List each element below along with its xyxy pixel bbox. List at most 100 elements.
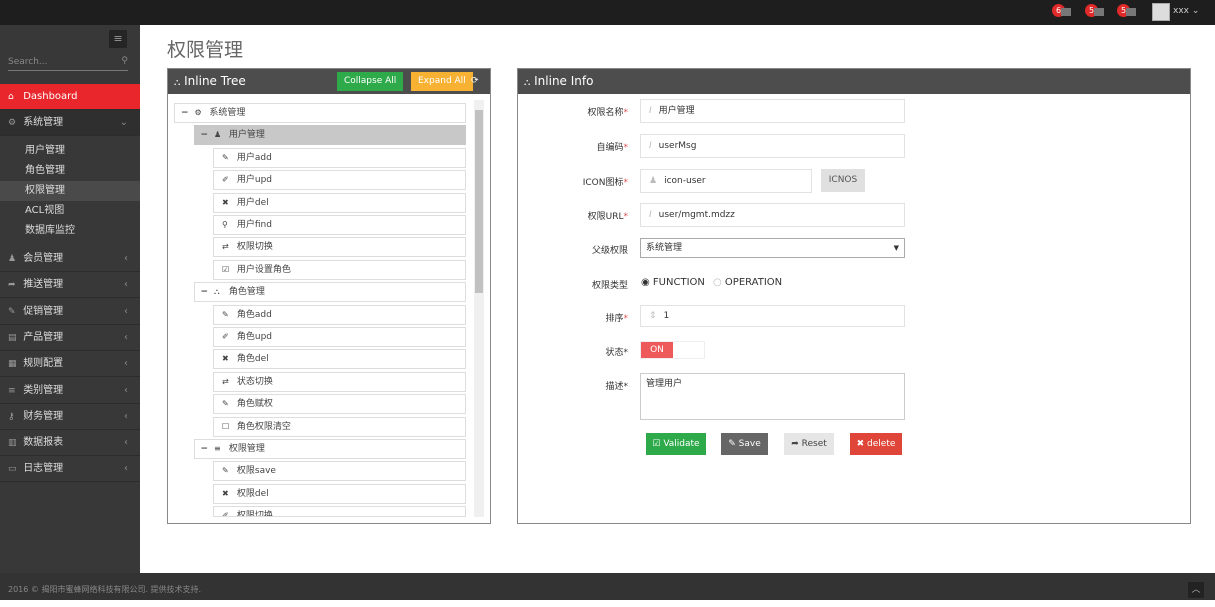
delete-button[interactable]: ✖ delete — [850, 433, 902, 455]
tree-node[interactable]: − ♟ 用户管理 — [193, 125, 466, 146]
tree-node[interactable]: − ≡ 权限管理 — [193, 439, 466, 459]
name-input[interactable]: I 用户管理 — [640, 99, 905, 123]
text-cursor-icon: I — [649, 141, 652, 151]
tree-node[interactable]: ⚲ 用户find — [213, 215, 466, 235]
icon-input[interactable]: ♟ icon-user — [640, 169, 812, 193]
sitemap-icon: ⛬ — [174, 78, 181, 88]
tree-node[interactable]: ✎ 角色add — [213, 304, 466, 325]
bars-icon: ≡ — [8, 385, 16, 396]
tree-node[interactable]: − ⛬ 角色管理 — [193, 282, 466, 303]
search-icon: ⚲ — [121, 56, 128, 66]
icons-button[interactable]: ICNOS — [821, 169, 865, 192]
bar-chart-icon: ▥ — [8, 438, 17, 449]
tree-node[interactable]: ✎ 用户add — [213, 147, 466, 168]
check-square-icon: ☑ — [222, 264, 230, 274]
square-icon: ☐ — [222, 421, 230, 431]
chevron-left-icon: ‹ — [124, 331, 128, 343]
edit-icon: ✐ — [222, 175, 229, 185]
notification-bell[interactable]: 6 — [1052, 4, 1074, 18]
tree-node[interactable]: ✐ 权限切换 — [213, 506, 466, 517]
collapse-toggle-icon[interactable]: − — [200, 444, 209, 454]
parent-select[interactable]: 系统管理 ▼ — [640, 238, 905, 258]
collapse-toggle-icon[interactable]: − — [200, 130, 209, 141]
sidebar-item[interactable]: ⚷ 财务管理 ‹ — [0, 404, 140, 430]
notification-messages[interactable]: 5 — [1085, 4, 1107, 18]
tree-node[interactable]: ✖ 权限del — [213, 483, 466, 504]
times-icon: ✖ — [222, 197, 229, 207]
sidebar-group-system[interactable]: ⚙ 系统管理 ⌄ — [0, 110, 140, 136]
radio-operation[interactable]: ○ OPERATION — [713, 277, 783, 288]
tree-node[interactable]: ✎ 权限save — [213, 461, 466, 482]
tree-node[interactable]: ✎ 角色赋权 — [213, 394, 466, 415]
validate-button[interactable]: ☑ Validate — [646, 433, 706, 455]
pencil-icon: ✎ — [222, 466, 229, 476]
chevron-left-icon: ‹ — [124, 253, 128, 264]
chevron-left-icon: ‹ — [124, 437, 128, 449]
sidebar-item[interactable]: ▥ 数据报表 ‹ — [0, 430, 140, 457]
sidebar-subitem[interactable]: ACL视图 — [25, 205, 65, 216]
radio-unchecked-icon: ○ — [713, 277, 722, 288]
bars-icon: ≡ — [214, 444, 221, 453]
tree-scrollbar[interactable] — [474, 100, 484, 517]
sitemap-icon: ⛬ — [524, 78, 531, 88]
pencil-icon: ✎ — [222, 399, 229, 409]
notification-tasks[interactable]: 5 — [1117, 4, 1139, 18]
tree-node[interactable]: ✐ 用户upd — [213, 170, 466, 191]
sidebar-toggle-button[interactable]: ≡ — [109, 30, 127, 48]
sidebar-subitem[interactable]: 用户管理 — [25, 145, 65, 156]
refresh-icon[interactable]: ⟳ — [471, 76, 479, 86]
sidebar-item[interactable]: ▦ 规则配置 ‹ — [0, 351, 140, 378]
tree-scrollbar-thumb[interactable] — [475, 110, 483, 293]
sidebar-item-dashboard[interactable]: ⌂ Dashboard — [0, 84, 140, 110]
sidebar-subitem[interactable]: 角色管理 — [25, 165, 65, 176]
tree-node[interactable]: ☑ 用户设置角色 — [213, 259, 466, 280]
user-menu[interactable]: xxx ⌄ — [1173, 6, 1200, 16]
desc-label: 描述* — [605, 382, 628, 392]
avatar[interactable] — [1152, 3, 1170, 21]
scroll-top-button[interactable]: ︿ — [1188, 582, 1204, 598]
credit-card-icon: ▭ — [8, 464, 17, 475]
radio-checked-icon: ◉ — [641, 277, 650, 288]
times-icon: ✖ — [222, 354, 229, 364]
pencil-icon: ✎ — [222, 309, 229, 319]
collapse-toggle-icon[interactable]: − — [200, 287, 209, 298]
radio-function[interactable]: ◉ FUNCTION — [641, 277, 705, 288]
sidebar-subitem[interactable]: 权限管理 — [0, 181, 140, 201]
chevron-left-icon: ‹ — [124, 463, 128, 475]
sidebar-item[interactable]: ♟ 会员管理 ‹ — [0, 246, 140, 272]
tree-node[interactable]: ✖ 角色del — [213, 349, 466, 370]
order-stepper[interactable]: ⇕ 1 — [640, 305, 905, 327]
sidebar-item[interactable]: ➦ 推送管理 ‹ — [0, 272, 140, 299]
tree-node[interactable]: ☐ 角色权限清空 — [213, 416, 466, 437]
share-icon: ➦ — [8, 280, 16, 291]
chevron-left-icon: ‹ — [124, 279, 128, 291]
envelope-icon — [1094, 8, 1104, 16]
tree-node[interactable]: ✖ 用户del — [213, 192, 466, 213]
sidebar-subitem[interactable]: 数据库监控 — [25, 225, 75, 236]
sidebar-item[interactable]: ▭ 日志管理 ‹ — [0, 456, 140, 483]
status-toggle[interactable]: ON — [640, 341, 705, 359]
tree-node[interactable]: − ⚙ 系统管理 — [174, 103, 466, 123]
chevron-down-icon: ⌄ — [119, 117, 128, 128]
sidebar-item[interactable]: ▤ 产品管理 ‹ — [0, 325, 140, 351]
expand-all-button[interactable]: Expand All — [411, 72, 473, 91]
sidebar-item[interactable]: ✎ 促销管理 ‹ — [0, 299, 140, 325]
tree-node[interactable]: ⇄ 状态切换 — [213, 371, 466, 392]
save-button[interactable]: ✎ Save — [721, 433, 768, 455]
sidebar-item[interactable]: ≡ 类别管理 ‹ — [0, 378, 140, 404]
tree-node[interactable]: ✐ 角色upd — [213, 327, 466, 347]
search-input[interactable]: Search... ⚲ — [8, 54, 128, 71]
desc-textarea[interactable]: 管理用户 — [640, 373, 905, 420]
collapse-toggle-icon[interactable]: − — [181, 108, 189, 118]
pencil-icon: ✎ — [8, 306, 16, 317]
tree-node[interactable]: ⇄ 权限切换 — [213, 237, 466, 258]
pencil-icon: ✎ — [728, 439, 736, 449]
chevron-down-icon: ⌄ — [1191, 6, 1200, 16]
list-alt-icon: ▦ — [8, 359, 17, 370]
cogs-icon: ⚙ — [8, 118, 17, 128]
collapse-all-button[interactable]: Collapse All — [337, 72, 404, 91]
top-bar: 6 5 5 xxx ⌄ — [0, 0, 1215, 25]
reset-button[interactable]: ➦ Reset — [784, 433, 834, 455]
